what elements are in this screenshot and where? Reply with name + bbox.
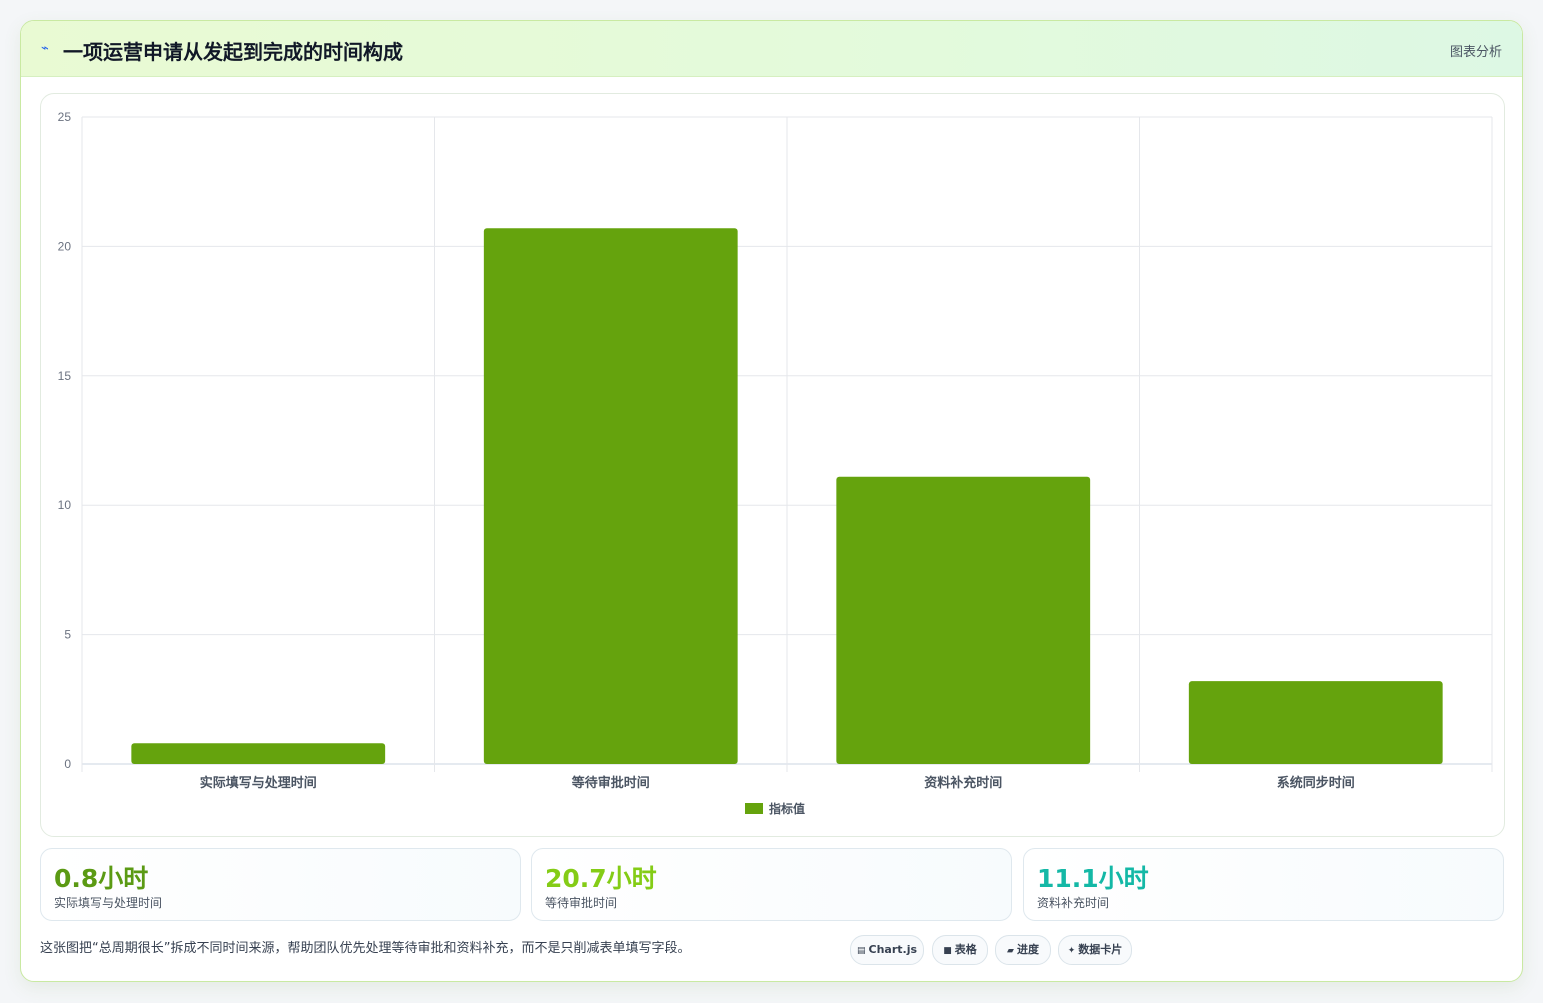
bar (131, 743, 386, 764)
chip-chartjs[interactable]: ▤ Chart.js (850, 935, 924, 965)
x-tick-label: 等待审批时间 (571, 775, 650, 791)
chart-card: ⌁ 一项运营申请从发起到完成的时间构成 图表分析 0 5 10 15 20 25 实际填写与… (20, 20, 1523, 982)
stat-label: 实际填写与处理时间 (54, 896, 163, 910)
stat-label: 资料补充时间 (1037, 896, 1110, 910)
sparkle-icon: ✦ (1067, 946, 1076, 956)
stat-label: 等待审批时间 (545, 896, 618, 910)
x-tick-label: 系统同步时间 (1277, 775, 1355, 791)
stat-value: 0.8小时 (54, 864, 149, 893)
x-tick-label: 资料补充时间 (924, 775, 1002, 791)
stat-value: 20.7小时 (545, 864, 657, 893)
stat-card-3: 11.1小时 资料补充时间 (1023, 848, 1504, 921)
chip-label: Chart.js (868, 943, 918, 956)
y-tick-label: 25 (58, 110, 72, 124)
x-tick-label: 实际填写与处理时间 (200, 775, 317, 791)
card-header: ⌁ 一项运营申请从发起到完成的时间构成 图表分析 (21, 21, 1522, 77)
progress-icon: ▰ (1007, 946, 1014, 956)
chip-label: 表格 (954, 943, 977, 956)
legend-swatch (745, 803, 763, 814)
footnote: 这张图把“总周期很长”拆成不同时间来源，帮助团队优先处理等待审批和资料补充，而不… (40, 941, 691, 956)
chip-datacard[interactable]: ✦ 数据卡片 (1058, 935, 1132, 965)
stat-value: 11.1小时 (1037, 864, 1149, 893)
chip-label: 数据卡片 (1078, 943, 1123, 956)
table-icon: ■ (943, 946, 952, 956)
bar (836, 476, 1091, 764)
header-badge: 图表分析 (1449, 45, 1502, 60)
y-tick-label: 10 (58, 498, 72, 512)
y-tick-label: 15 (58, 369, 72, 383)
card-title: 一项运营申请从发起到完成的时间构成 (63, 40, 403, 64)
stat-card-1: 0.8小时 实际填写与处理时间 (40, 848, 521, 921)
chip-label: 进度 (1016, 943, 1039, 956)
chart-icon: ▤ (856, 946, 866, 956)
y-tick-label: 0 (64, 757, 71, 771)
chart-panel: 0 5 10 15 20 25 实际填写与处理时间 等待审批时间 资料补充时间 系统同步时间指标值 (40, 93, 1505, 837)
stat-card-2: 20.7小时 等待审批时间 (531, 848, 1012, 921)
chip-table[interactable]: ■ 表格 (932, 935, 988, 965)
chip-progress[interactable]: ▰ 进度 (995, 935, 1051, 965)
y-tick-label: 20 (58, 239, 72, 253)
legend-label: 指标值 (769, 801, 805, 816)
bar (483, 228, 738, 764)
lightning-icon: ⌁ (41, 41, 49, 56)
bar (1188, 681, 1443, 764)
y-tick-label: 5 (64, 628, 71, 642)
